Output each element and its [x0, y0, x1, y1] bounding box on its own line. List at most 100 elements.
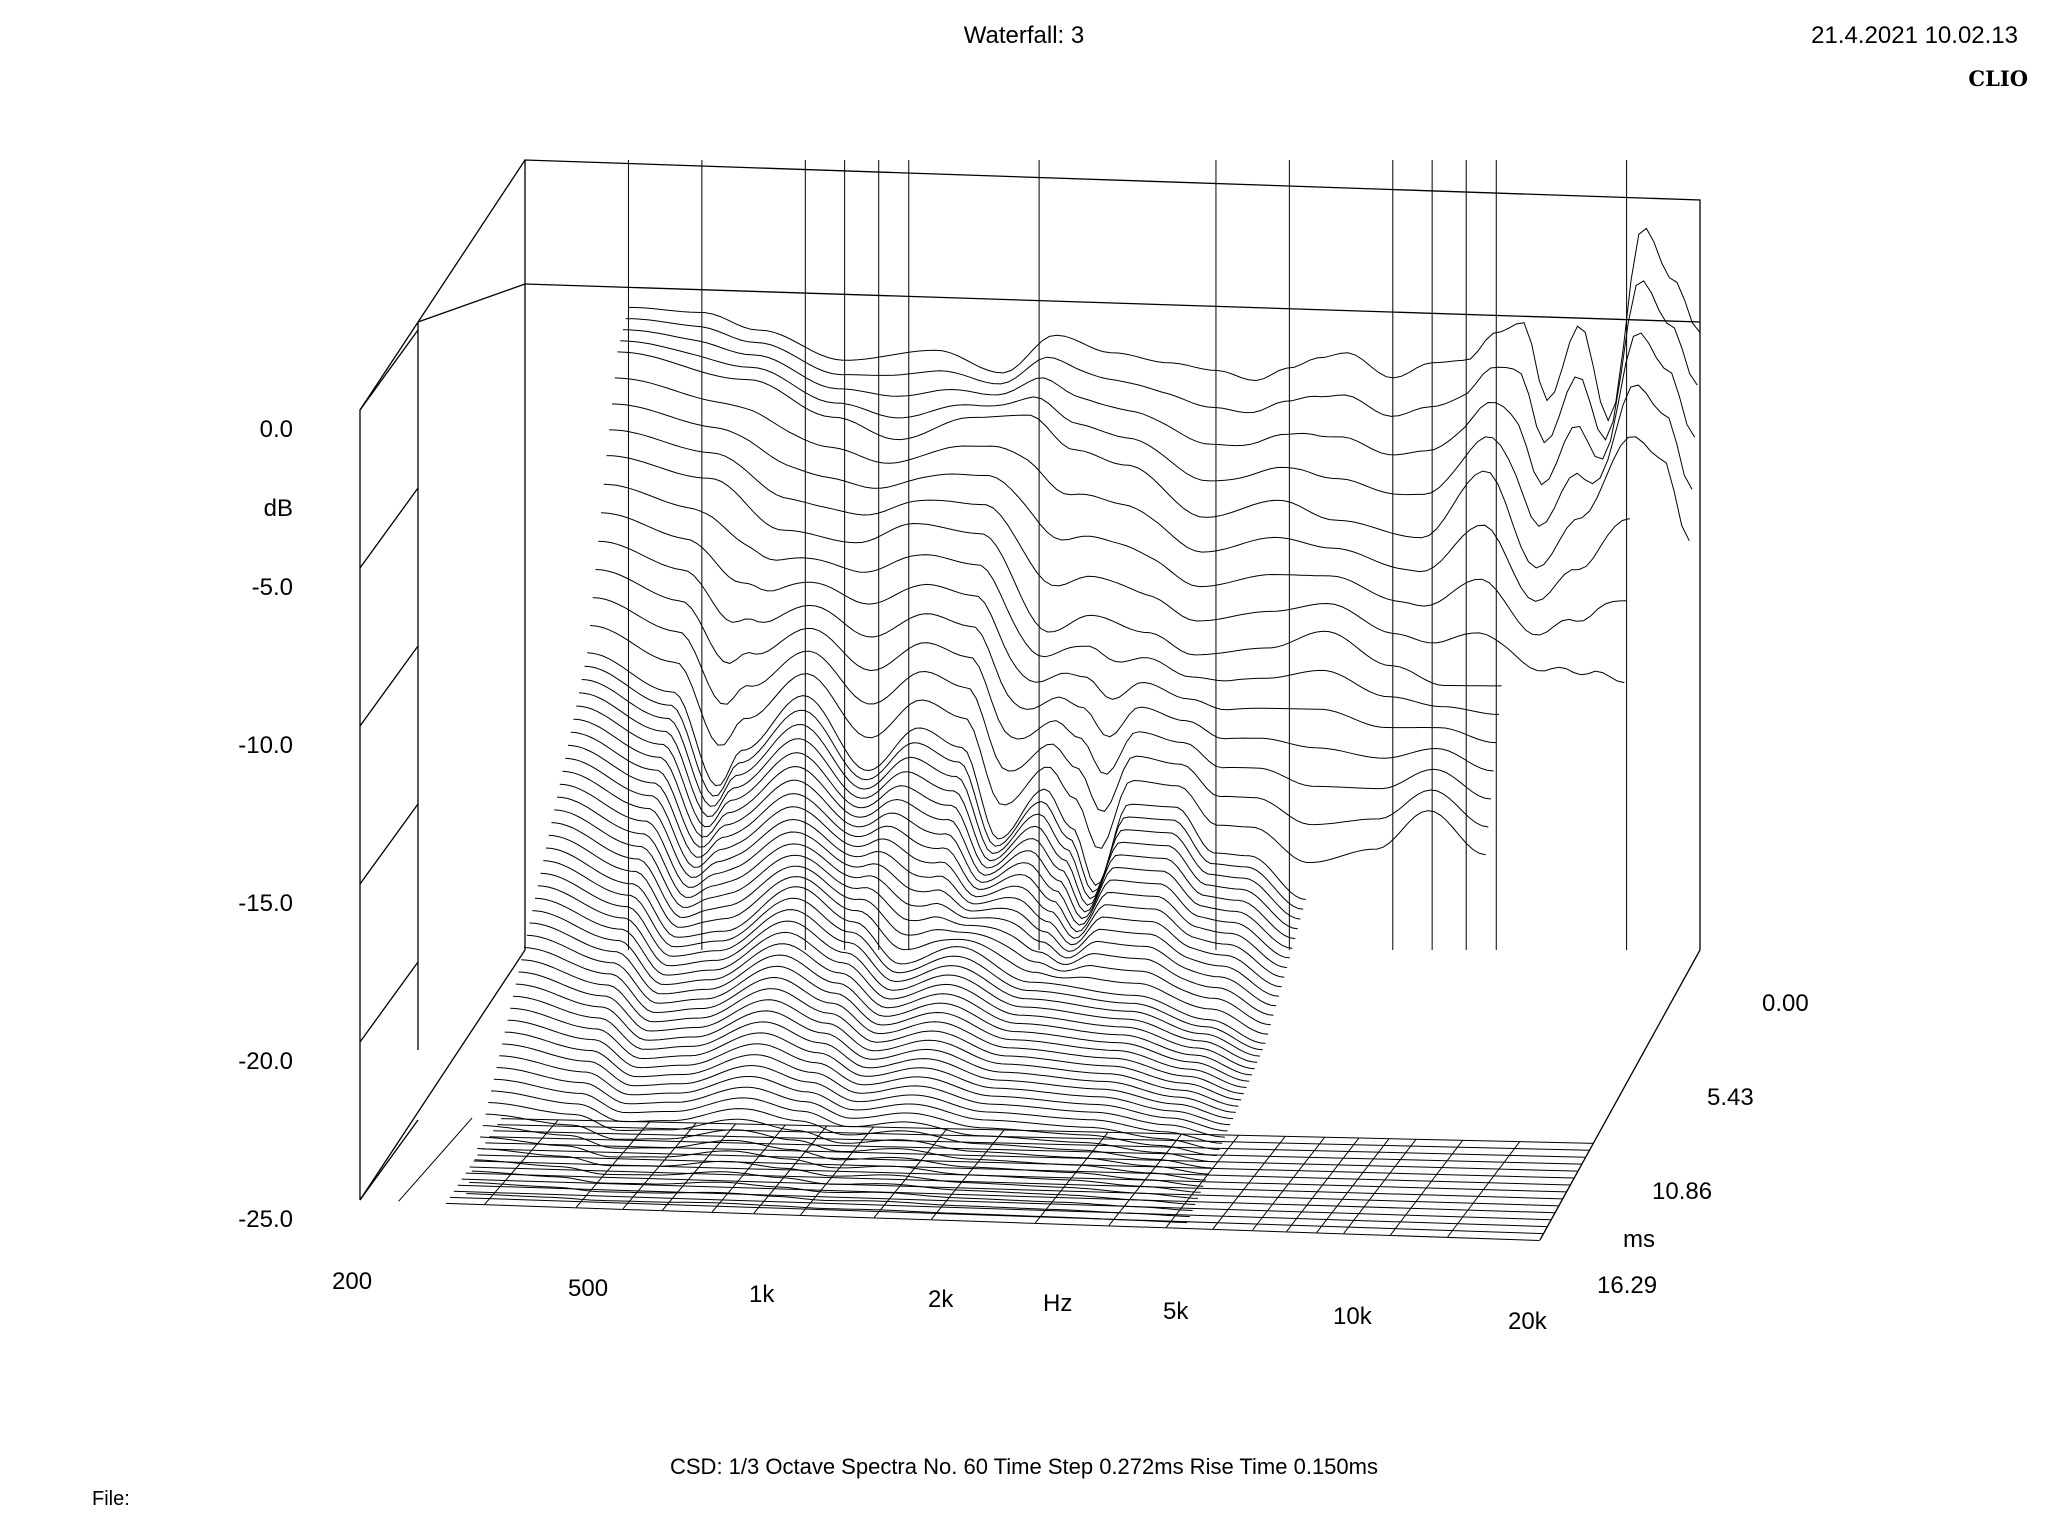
spectrum-trace	[504, 1031, 1225, 1138]
spectrum-trace	[540, 872, 1261, 1057]
spectrum-trace	[496, 1067, 1217, 1157]
floor-time-line	[493, 1130, 1586, 1158]
floor-time-line	[469, 1166, 1563, 1200]
spectrum-trace	[518, 971, 1239, 1107]
csd-settings: CSD: 1/3 Octave Spectra No. 60 Time Step…	[670, 1454, 1378, 1479]
spectrum-trace	[488, 1102, 1209, 1175]
x-tick-label: 10k	[1333, 1303, 1372, 1330]
floor-time-line	[473, 1160, 1567, 1193]
spectrum-trace	[584, 665, 1304, 910]
y-tick-label: -25.0	[238, 1206, 293, 1233]
spectrum-trace	[592, 597, 1489, 828]
x-tick-label: 500	[568, 1275, 609, 1302]
x-tick-label: 20k	[1508, 1308, 1547, 1335]
floor-time-line	[453, 1190, 1548, 1228]
spectrum-trace	[614, 377, 1630, 602]
spectrum-trace	[567, 744, 1288, 969]
floor-frequency-ray	[1390, 1140, 1464, 1236]
spectrum-trace	[576, 705, 1296, 940]
x-tick-label: 200	[332, 1268, 373, 1295]
spectrum-trace	[515, 983, 1236, 1113]
spectrum-trace	[625, 280, 1698, 444]
db-tick	[359, 803, 419, 885]
chart-frame	[359, 159, 1701, 1241]
spectrum-trace	[581, 679, 1301, 920]
spectrum-trace	[570, 731, 1290, 959]
db-tick	[359, 329, 419, 411]
left-wall	[359, 159, 526, 1200]
floor-frequency-ray	[662, 1123, 736, 1211]
floor-time-line	[481, 1148, 1575, 1179]
floor-frequency-ray	[1316, 1138, 1390, 1233]
spectrum-trace	[502, 1043, 1223, 1144]
spectrum-trace	[551, 822, 1271, 1026]
spectrum-trace	[565, 757, 1285, 978]
floor-frequency-ray	[1034, 1132, 1109, 1224]
frequency-gridlines	[627, 160, 1628, 950]
spectrum-trace	[512, 995, 1234, 1120]
spectrum-trace	[609, 429, 1625, 684]
brand-logo: CLIO	[1968, 66, 2028, 91]
floor-frequency-ray	[622, 1122, 697, 1210]
x-tick-label: 5k	[1163, 1298, 1189, 1325]
floor-frequency-ray	[1108, 1133, 1182, 1226]
spectra-traces	[466, 227, 1701, 1224]
back-inner-top	[524, 283, 1701, 323]
y-axis-label: dB	[263, 495, 293, 522]
spectrum-trace	[598, 540, 1494, 772]
floor-time-line	[489, 1136, 1582, 1165]
db-tick	[359, 645, 419, 727]
spectrum-trace	[603, 483, 1500, 715]
z-tick-label: 0.00	[1762, 990, 1809, 1017]
spectrum-trace	[507, 1019, 1228, 1132]
floor-grid	[398, 1117, 1594, 1242]
db-tick	[359, 487, 419, 569]
floor-frequency-ray	[575, 1121, 650, 1208]
x-tick-label: 1k	[749, 1281, 775, 1308]
chart-title: Waterfall: 3	[963, 22, 1085, 49]
spectrum-trace	[617, 351, 1690, 569]
floor-frequency-ray	[800, 1126, 874, 1216]
spectrum-trace	[543, 860, 1263, 1051]
left-inner-top	[417, 283, 526, 323]
spectrum-trace	[600, 512, 1497, 744]
spectrum-trace	[469, 1181, 1190, 1218]
floor-frequency-ray	[1252, 1136, 1326, 1231]
floor-frequency-ray	[1447, 1141, 1521, 1238]
z-tick-label: 10.86	[1652, 1178, 1713, 1205]
db-tick	[359, 961, 419, 1043]
file-label: File:	[92, 1488, 130, 1510]
floor-frequency-ray	[1343, 1139, 1417, 1234]
floor-frequency-ray	[398, 1117, 473, 1202]
spectrum-trace	[578, 692, 1298, 930]
x-tick-label: 2k	[928, 1286, 954, 1313]
floor-time-line	[465, 1172, 1559, 1207]
spectrum-trace	[537, 885, 1258, 1063]
spectrum-trace	[534, 897, 1255, 1070]
spectrum-trace	[491, 1090, 1212, 1169]
x-axis-label: Hz	[1043, 1290, 1073, 1317]
spectrum-trace	[589, 625, 1486, 863]
y-tick-label: -20.0	[238, 1048, 293, 1075]
spectrum-trace	[554, 809, 1274, 1016]
spectrum-trace	[606, 455, 1502, 687]
spectrum-trace	[559, 783, 1279, 997]
spectrum-trace	[474, 1159, 1196, 1205]
spectrum-trace	[587, 652, 1306, 900]
z-tick-label: 5.43	[1707, 1084, 1754, 1111]
z-tick-label: 16.29	[1597, 1272, 1658, 1299]
back-wall	[524, 159, 1701, 950]
spectrum-trace	[521, 959, 1242, 1101]
z-axis-label: ms	[1623, 1226, 1655, 1253]
spectrum-trace	[622, 329, 1696, 486]
spectrum-trace	[548, 834, 1269, 1035]
spectrum-trace	[471, 1170, 1193, 1211]
floor-time-line	[497, 1124, 1590, 1151]
y-tick-label: 0.0	[259, 416, 293, 443]
floor-left-edge	[359, 949, 526, 1201]
floor-right-edge	[1539, 949, 1701, 1241]
floor-frequency-ray	[484, 1119, 559, 1205]
spectrum-trace	[595, 569, 1491, 800]
spectrum-trace	[545, 847, 1266, 1044]
